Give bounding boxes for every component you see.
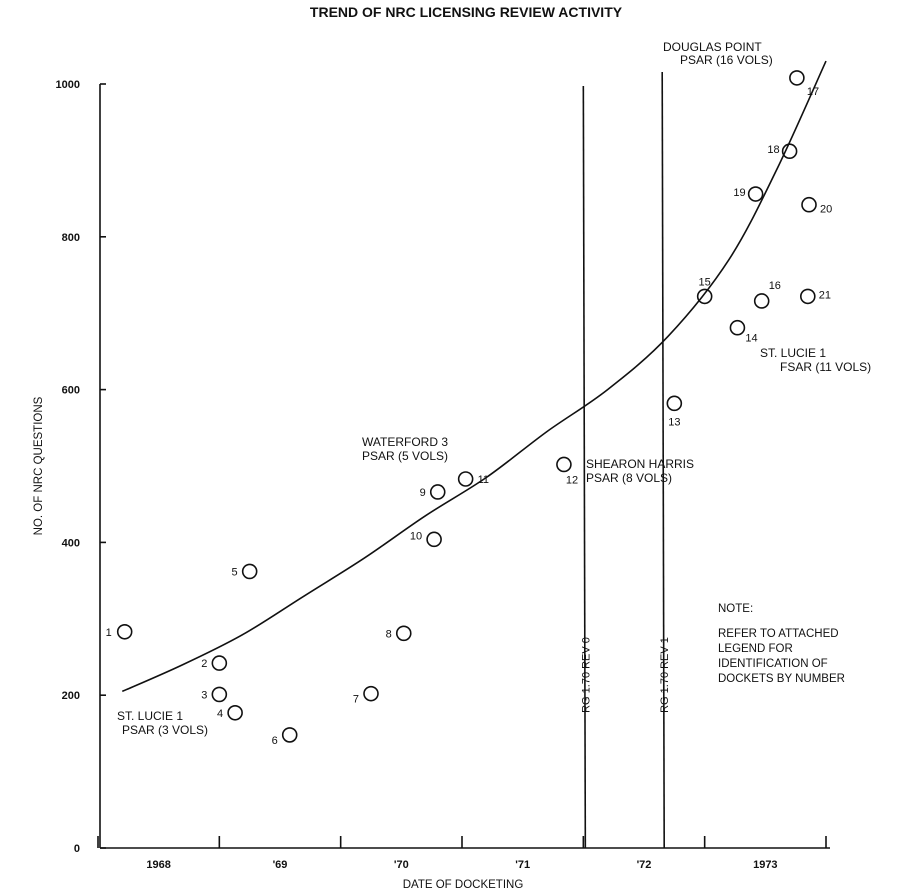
annotation-line: PSAR (16 VOLS) (680, 53, 773, 67)
x-axis-title: DATE OF DOCKETING (403, 879, 524, 891)
data-point-label: 15 (699, 276, 711, 288)
y-tick-label: 800 (62, 232, 80, 244)
data-point-label: 16 (769, 280, 781, 292)
data-point (426, 531, 442, 548)
x-ticks: 1968 '69 '70 '71 '72 1973 (97, 836, 827, 871)
data-point (666, 395, 683, 412)
annotation-line: FSAR (11 VOLS) (780, 360, 871, 374)
y-ticks: 0 200 400 600 800 1000 (56, 79, 106, 855)
data-point (801, 196, 817, 213)
note-heading: NOTE: (718, 603, 753, 615)
data-point-label: 8 (386, 628, 392, 640)
reference-lines: RG 1.70 REV 0 RG 1.70 REV 1 (580, 71, 671, 849)
trend-curve (121, 60, 827, 693)
data-point (696, 288, 713, 305)
data-point-label: 19 (733, 187, 745, 199)
data-point (227, 704, 243, 721)
data-point-label: 11 (478, 474, 489, 486)
annotation-line: PSAR (3 VOLS) (122, 723, 208, 737)
data-point (457, 471, 474, 487)
data-point-label: 5 (232, 566, 238, 578)
reference-line-label: RG 1.70 REV 0 (580, 637, 592, 713)
data-point (395, 625, 412, 642)
data-point (281, 727, 298, 743)
reference-line-label: RG 1.70 REV 1 (659, 637, 671, 713)
x-tick-label: 1973 (753, 859, 777, 871)
data-point-label: 3 (201, 689, 207, 701)
data-point (241, 563, 258, 580)
y-tick-label: 200 (62, 690, 80, 702)
data-point-label: 12 (566, 474, 578, 486)
y-tick-label: 400 (62, 537, 80, 549)
data-point (211, 686, 228, 703)
data-point (789, 70, 805, 86)
data-point-label: 4 (217, 708, 223, 720)
annotation-line: ST. LUCIE 1 (117, 709, 183, 723)
annotation-line: ST. LUCIE 1 (760, 346, 826, 360)
data-point (799, 288, 816, 305)
data-point-label: 6 (272, 735, 278, 747)
data-point-label: 17 (807, 86, 819, 98)
x-tick-label: '69 (273, 859, 288, 871)
x-tick-label: '72 (637, 859, 652, 871)
data-point-label: 21 (819, 289, 831, 301)
data-point (729, 319, 746, 336)
annotation-line: DOUGLAS POINT (663, 40, 762, 54)
annotation-line: PSAR (5 VOLS) (362, 449, 448, 463)
data-point-label: 14 (745, 333, 757, 345)
y-axis-title: NO. OF NRC QUESTIONS (33, 396, 45, 535)
y-tick-label: 0 (74, 843, 80, 855)
annotation-line: WATERFORD 3 (362, 435, 448, 449)
data-point (116, 623, 133, 640)
data-point (781, 143, 798, 160)
data-point (211, 655, 228, 671)
data-point (363, 685, 379, 702)
annotation-line: SHEARON HARRIS (586, 457, 694, 471)
note-line: IDENTIFICATION OF (718, 658, 828, 670)
data-point (429, 484, 446, 500)
data-point-label: 10 (410, 530, 422, 542)
data-point (747, 186, 764, 202)
data-point-label: 13 (668, 416, 680, 428)
data-point (556, 456, 572, 473)
note-line: REFER TO ATTACHED (718, 628, 839, 640)
data-point-label: 2 (201, 658, 207, 670)
chart-title: TREND OF NRC LICENSING REVIEW ACTIVITY (310, 4, 623, 20)
data-point (753, 293, 770, 309)
reference-line (582, 85, 587, 849)
reference-line (661, 71, 666, 849)
x-tick-label: 1968 (146, 859, 170, 871)
x-tick-label: '71 (515, 859, 530, 871)
data-point-label: 1 (106, 627, 112, 639)
data-point-label: 18 (767, 144, 779, 156)
note-line: LEGEND FOR (718, 643, 793, 655)
annotation-line: PSAR (8 VOLS) (586, 471, 672, 485)
data-point-label: 20 (820, 204, 832, 216)
note-block: NOTE: REFER TO ATTACHED LEGEND FOR IDENTIFI… (718, 603, 845, 685)
y-tick-label: 600 (62, 385, 80, 397)
data-point-label: 9 (420, 487, 426, 499)
data-point-label: 7 (353, 694, 359, 706)
note-line: DOCKETS BY NUMBER (718, 673, 845, 685)
x-tick-label: '70 (394, 859, 409, 871)
y-tick-label: 1000 (56, 79, 80, 91)
